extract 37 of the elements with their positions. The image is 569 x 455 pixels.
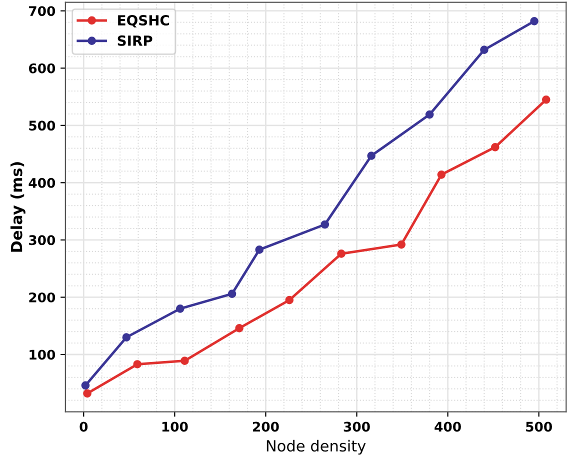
x-tick-label: 300: [344, 422, 370, 432]
y-tick-label: 400: [28, 178, 56, 188]
point: [490, 143, 500, 152]
y-tick-label: 100: [30, 350, 56, 360]
point: [542, 95, 550, 104]
point: [83, 389, 92, 398]
x-tick-label: 500: [526, 422, 552, 432]
point: [255, 246, 264, 254]
point: [285, 296, 294, 304]
point: [176, 304, 184, 313]
y-tick-label: 600: [28, 63, 56, 74]
point: [337, 250, 346, 258]
x-axis-title: Node density: [266, 440, 366, 455]
y-tick-label: 700: [29, 6, 56, 16]
x-tick-label: 0: [80, 422, 88, 432]
point: [367, 152, 376, 160]
y-tick-label: 200: [29, 292, 56, 302]
point: [320, 220, 330, 229]
point: [235, 324, 244, 332]
y-tick-label: 300: [29, 235, 56, 246]
point: [228, 290, 236, 298]
point: [81, 381, 90, 390]
point: [425, 110, 434, 119]
y-tick-label: 500: [29, 120, 56, 131]
point: [180, 356, 189, 365]
point: [480, 46, 488, 54]
x-tick-label: 100: [162, 422, 188, 432]
legend-label: EQSHC: [118, 15, 170, 28]
y-axis-title: Delay (ms): [10, 162, 26, 252]
x-tick-label: 200: [252, 422, 279, 432]
point: [122, 333, 131, 342]
point: [530, 17, 538, 26]
point: [437, 170, 446, 179]
point: [133, 360, 142, 368]
point: [397, 240, 406, 249]
x-tick-label: 400: [434, 422, 461, 432]
legend-label: SIRP: [118, 35, 152, 46]
